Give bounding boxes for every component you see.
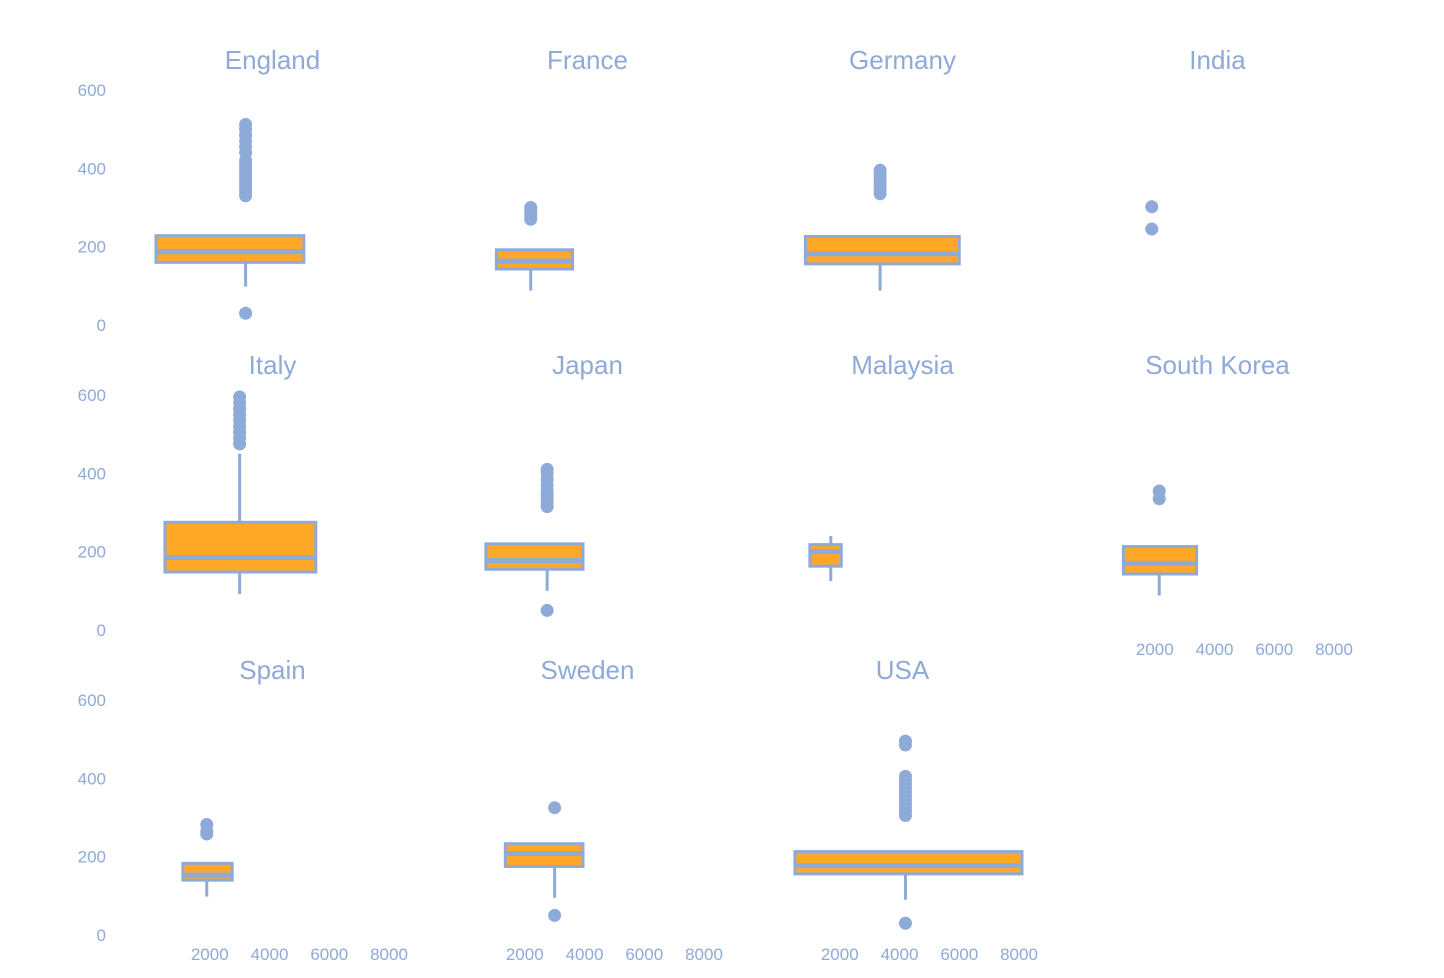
x-tick-label: 6000 (1255, 640, 1293, 659)
box (803, 234, 961, 266)
y-tick-label: 400 (78, 159, 106, 178)
x-tick-label: 4000 (251, 945, 289, 964)
x-tick-label: 2000 (821, 945, 859, 964)
x-tick-label: 4000 (1196, 640, 1234, 659)
facet-title: England (225, 45, 320, 75)
outlier-point (548, 801, 562, 815)
x-tick-label: 4000 (881, 945, 919, 964)
outlier-point (1145, 222, 1159, 236)
x-tick-label: 6000 (310, 945, 348, 964)
y-tick-label: 200 (78, 543, 106, 562)
outlier-point (239, 117, 253, 131)
outlier-point (548, 908, 562, 922)
outlier-point (524, 201, 538, 214)
y-tick-label: 200 (78, 848, 106, 867)
y-tick-label: 400 (78, 769, 106, 788)
y-tick-label: 600 (78, 691, 106, 710)
outlier-point (898, 734, 912, 748)
y-tick-label: 0 (97, 621, 106, 640)
y-tick-label: 600 (78, 386, 106, 405)
outlier-point (540, 462, 554, 476)
outlier-point (873, 163, 887, 177)
facet-title: Japan (552, 350, 623, 380)
x-tick-label: 2000 (506, 945, 544, 964)
box (154, 234, 306, 264)
outlier-point (239, 306, 253, 320)
y-tick-label: 0 (97, 316, 106, 335)
box (181, 861, 234, 882)
y-tick-label: 0 (97, 926, 106, 945)
facet-title: Italy (249, 350, 297, 380)
y-tick-label: 200 (78, 238, 106, 257)
box (163, 520, 318, 574)
outlier-point (898, 916, 912, 930)
y-tick-label: 600 (78, 81, 106, 100)
x-tick-label: 2000 (1136, 640, 1174, 659)
outlier-point (1152, 484, 1166, 498)
y-tick-label: 400 (78, 464, 106, 483)
facet-title: USA (876, 655, 930, 685)
facet-title: India (1189, 45, 1246, 75)
x-tick-label: 8000 (1000, 945, 1038, 964)
facet-title: South Korea (1145, 350, 1290, 380)
x-tick-label: 8000 (370, 945, 408, 964)
x-tick-label: 4000 (566, 945, 604, 964)
outlier-point (233, 390, 247, 404)
outlier-point (540, 603, 554, 617)
box (793, 850, 1024, 876)
facet-title: France (547, 45, 628, 75)
box (484, 542, 585, 571)
facet-title: Germany (849, 45, 956, 75)
x-tick-label: 6000 (940, 945, 978, 964)
box (1121, 545, 1199, 576)
facet-title: Sweden (541, 655, 635, 685)
box (808, 543, 843, 568)
outlier-point (1145, 200, 1159, 214)
facet-title: Malaysia (851, 350, 954, 380)
x-tick-label: 6000 (625, 945, 663, 964)
outlier-point (898, 769, 912, 783)
x-tick-label: 8000 (685, 945, 723, 964)
outlier-point (200, 818, 214, 832)
x-tick-label: 8000 (1315, 640, 1353, 659)
x-tick-label: 2000 (191, 945, 229, 964)
facet-title: Spain (239, 655, 306, 685)
